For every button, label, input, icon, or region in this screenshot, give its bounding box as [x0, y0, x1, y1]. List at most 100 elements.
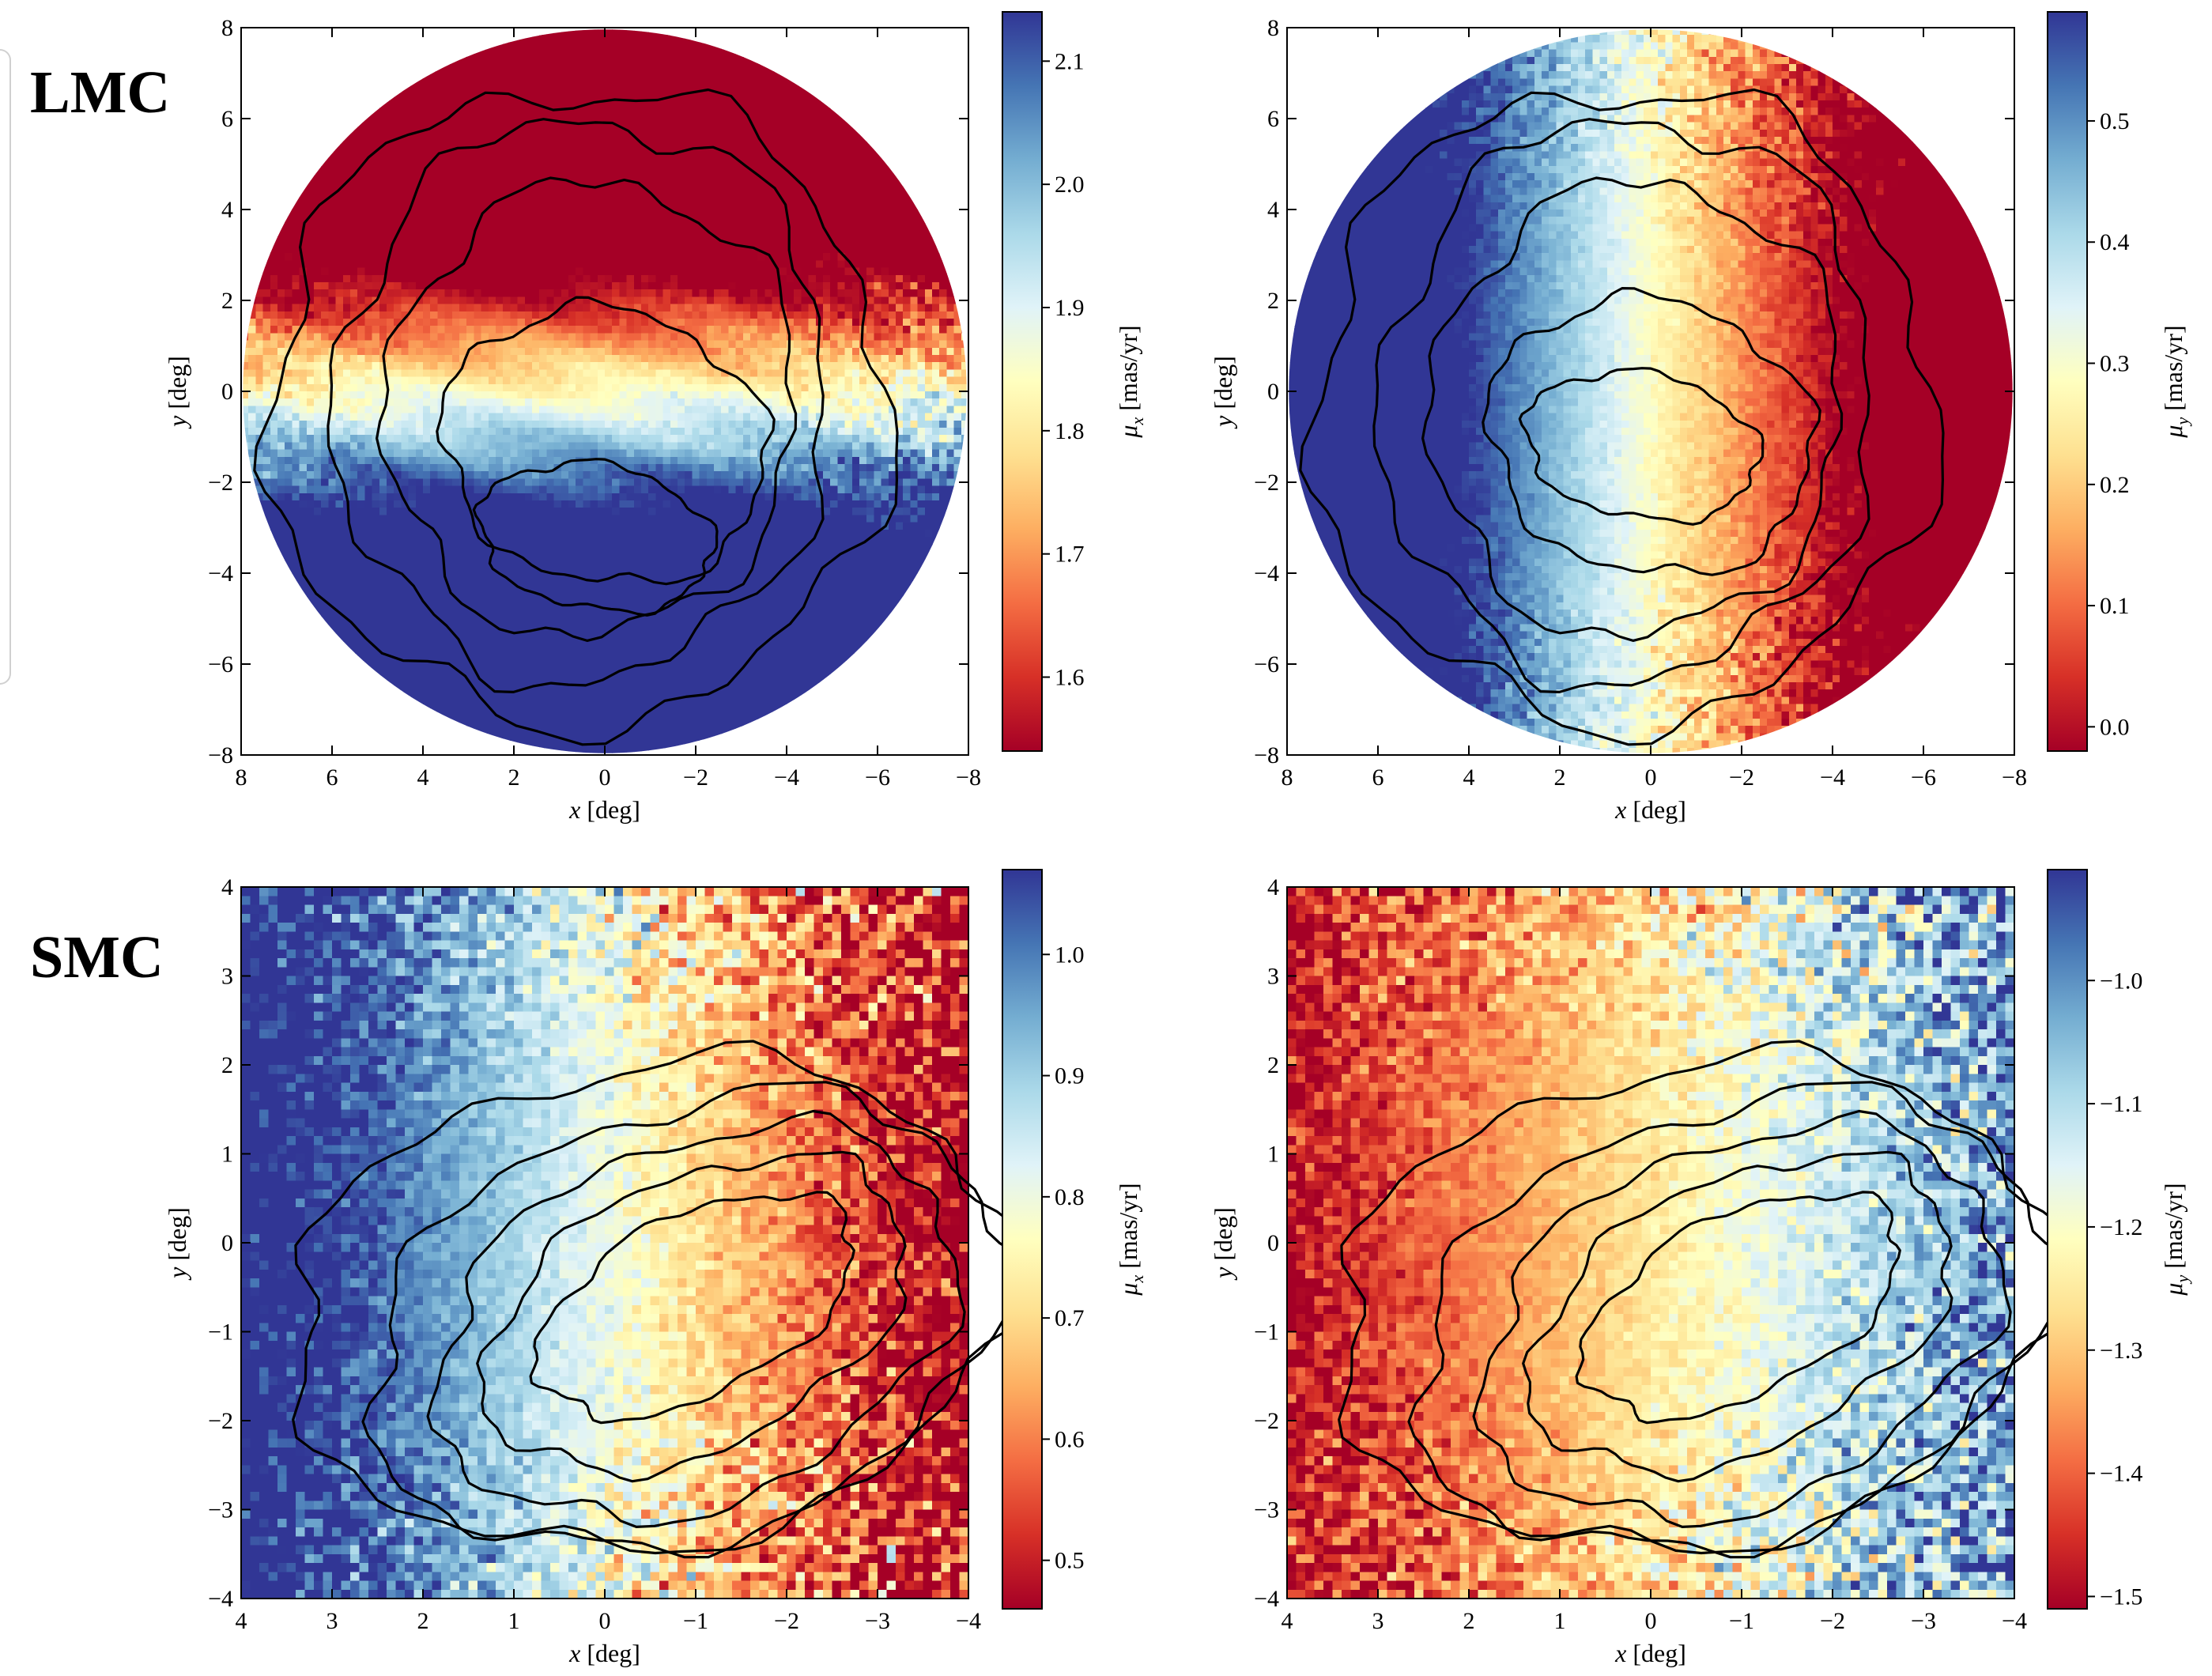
- colorbar-gradient: [2047, 869, 2088, 1610]
- density-contours: [1338, 1040, 2085, 1559]
- y-tick-label: −2: [1254, 1408, 1279, 1434]
- colorbar: −1.5 −1.4 −1.3 −1.2 −1.1 −1.0 μy [mas/yr]: [2047, 869, 2192, 1610]
- y-tick-label: 2: [1267, 288, 1279, 314]
- y-tick-label: 4: [1267, 197, 1279, 223]
- y-tick-label: 4: [221, 197, 233, 223]
- x-tick-label: 3: [327, 1608, 338, 1634]
- x-axis-label: x [deg]: [568, 1639, 640, 1667]
- x-tick-label: −6: [865, 764, 890, 791]
- x-tick-label: −4: [2002, 1608, 2027, 1634]
- colorbar: 1.6 1.7 1.8 1.9 2.0 2.1 μx [mas/yr]: [1002, 11, 1147, 752]
- x-tick-label: 3: [1372, 1608, 1384, 1634]
- heatmap-cells: [1287, 887, 2014, 1599]
- contour-level-3: [426, 1109, 966, 1529]
- x-tick-label: 4: [417, 764, 429, 791]
- x-tick-label: 6: [327, 764, 338, 791]
- colorbar: 0.0 0.1 0.2 0.3 0.4 0.5 μy [mas/yr]: [2047, 11, 2192, 752]
- x-tick-label: 0: [599, 764, 611, 791]
- colorbar-tick-label: 2.0: [1055, 172, 1085, 198]
- contour-level-1: [529, 1191, 855, 1425]
- y-tick-label: 0: [221, 1230, 233, 1256]
- colorbar-tick-label: −1.2: [2100, 1214, 2142, 1240]
- x-tick-label: 2: [1463, 1608, 1475, 1634]
- contour-level-1: [472, 458, 719, 617]
- y-axis-label: y [deg]: [163, 356, 191, 429]
- colorbar-tick-label: −1.5: [2100, 1584, 2142, 1610]
- y-tick-label: −3: [208, 1497, 233, 1523]
- contour-level-3: [376, 176, 798, 643]
- y-tick-label: 0: [221, 379, 233, 405]
- y-tick-label: 3: [1267, 964, 1279, 990]
- x-tick-label: −2: [774, 1608, 799, 1634]
- y-tick-label: 4: [221, 874, 233, 900]
- colorbar-tick-label: 1.6: [1055, 665, 1085, 691]
- x-tick-label: 4: [236, 1608, 247, 1634]
- heatmap-cells: [243, 29, 967, 753]
- y-tick-label: 1: [1267, 1142, 1279, 1168]
- y-tick-label: −4: [208, 1586, 233, 1612]
- x-tick-label: 0: [1645, 1608, 1657, 1634]
- contour-level-1: [1518, 367, 1765, 526]
- y-tick-label: −2: [208, 470, 233, 496]
- y-axis-label: y [deg]: [163, 1207, 191, 1281]
- colorbar-label: μx [mas/yr]: [1114, 325, 1147, 438]
- x-tick-label: −8: [2002, 764, 2027, 791]
- y-axis-label: y [deg]: [1209, 356, 1237, 429]
- row-label-lmc: LMC: [30, 59, 170, 126]
- y-tick-label: −2: [1254, 470, 1279, 496]
- contour-level-5: [253, 88, 899, 746]
- x-tick-label: 2: [417, 1608, 429, 1634]
- y-tick-label: 8: [1267, 15, 1279, 41]
- contour-level-4: [1407, 1081, 2076, 1559]
- contour-level-2: [1482, 287, 1821, 576]
- y-tick-label: 6: [221, 106, 233, 132]
- heatmap-cells: [1289, 29, 2013, 753]
- panel-lmc-mu-x: 8 6 4 2 0 −2 −4 −6 −8 −8 −6 −4 −2 0 2 4 6 8 x [deg] y [deg]…: [163, 11, 1147, 824]
- x-tick-label: 4: [1282, 1608, 1293, 1634]
- x-tick-label: 6: [1372, 764, 1384, 791]
- contour-level-1: [1575, 1191, 1901, 1425]
- colorbar-tick-label: −1.0: [2100, 968, 2142, 994]
- colorbar-tick-label: 0.5: [2100, 108, 2130, 134]
- x-tick-label: −2: [1729, 764, 1754, 791]
- x-axis-label: x [deg]: [568, 795, 640, 824]
- y-tick-label: −3: [1254, 1497, 1279, 1523]
- heatmap-cells: [241, 887, 968, 1599]
- y-tick-label: 2: [221, 1052, 233, 1078]
- x-tick-label: −2: [1820, 1608, 1845, 1634]
- colorbar-gradient: [1002, 869, 1043, 1610]
- x-tick-label: −2: [683, 764, 708, 791]
- row-label-smc: SMC: [30, 924, 164, 991]
- y-tick-label: 4: [1267, 874, 1279, 900]
- x-tick-label: −3: [1911, 1608, 1936, 1634]
- colorbar-tick-label: −1.1: [2100, 1091, 2142, 1117]
- panels: 8 6 4 2 0 −2 −4 −6 −8 −8 −6 −4 −2 0 2 4 6 8 x [deg] y [deg]…: [163, 11, 2192, 1667]
- y-tick-label: 3: [221, 964, 233, 990]
- contour-level-2: [476, 1150, 908, 1483]
- y-tick-label: −6: [1254, 651, 1279, 678]
- contour-level-3: [1472, 1109, 2012, 1529]
- y-tick-label: 2: [1267, 1052, 1279, 1078]
- x-tick-label: 8: [236, 764, 247, 791]
- colorbar: 0.5 0.6 0.7 0.8 0.9 1.0 μx [mas/yr]: [1002, 869, 1147, 1610]
- colorbar-tick-label: 1.9: [1055, 295, 1085, 321]
- density-contours: [1299, 88, 1945, 746]
- y-tick-label: −2: [208, 1408, 233, 1434]
- y-tick-label: 8: [221, 15, 233, 41]
- colorbar-tick-label: 0.1: [2100, 593, 2130, 619]
- y-tick-label: −6: [208, 651, 233, 678]
- colorbar-label: μy [mas/yr]: [2159, 1183, 2192, 1296]
- y-tick-label: −8: [208, 742, 233, 768]
- x-tick-label: 1: [1554, 1608, 1566, 1634]
- y-tick-label: −4: [1254, 1586, 1279, 1612]
- x-tick-label: −4: [1820, 764, 1845, 791]
- y-tick-label: 0: [1267, 1230, 1279, 1256]
- contour-level-2: [436, 296, 776, 586]
- colorbar-tick-label: 1.7: [1055, 542, 1085, 568]
- y-axis-label: y [deg]: [1209, 1207, 1237, 1281]
- contour-level-4: [1372, 118, 1870, 694]
- colorbar-gradient: [1002, 11, 1043, 752]
- contour-level-3: [1421, 176, 1844, 643]
- colorbar-gradient: [2047, 11, 2088, 752]
- colorbar-tick-label: 0.8: [1055, 1184, 1085, 1210]
